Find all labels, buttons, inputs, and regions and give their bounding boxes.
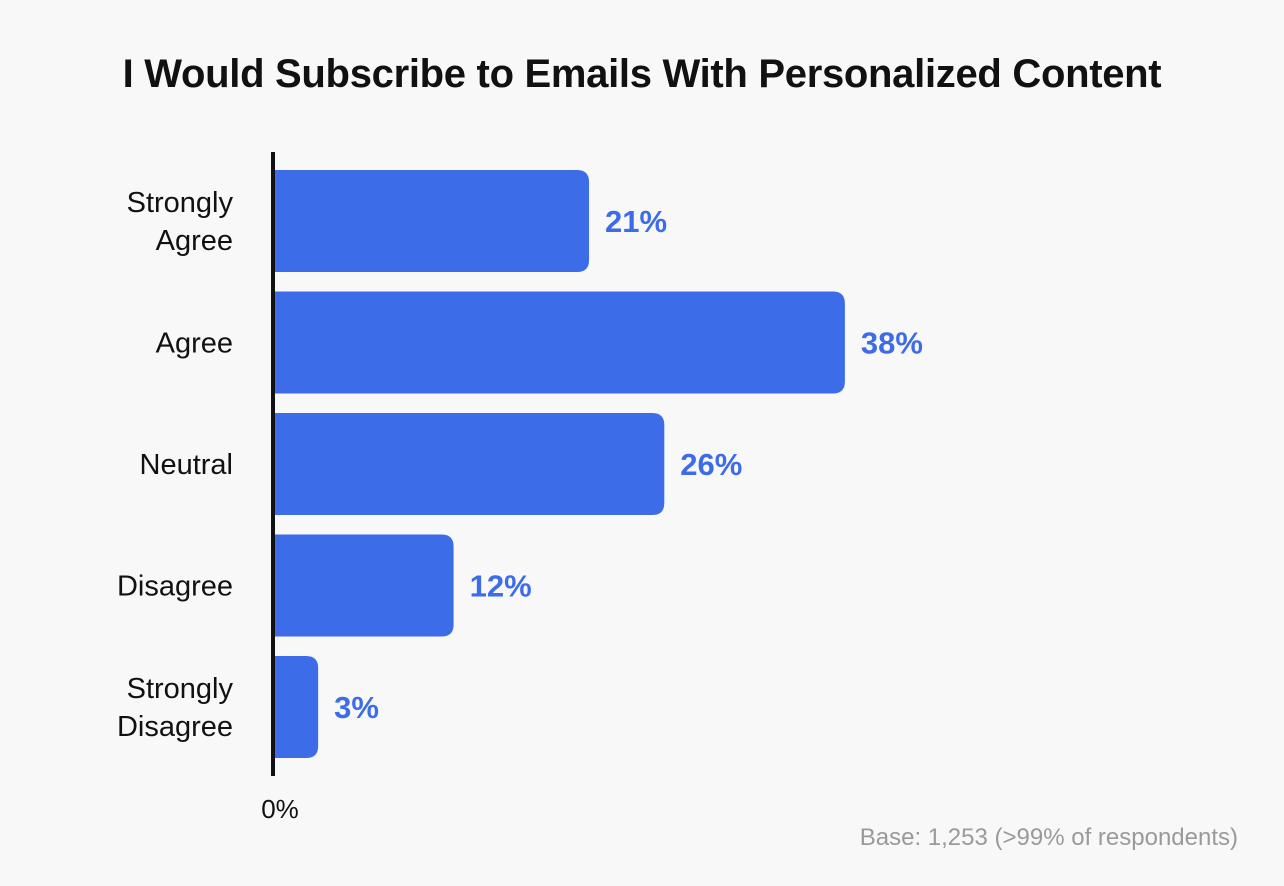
bar-value-label: 26% (680, 447, 742, 482)
bar-value-label: 12% (470, 569, 532, 604)
bar (273, 534, 454, 637)
bar-value-label: 38% (861, 326, 923, 361)
category-label-line: Disagree (117, 711, 233, 743)
category-label: Strongly Agree (127, 187, 234, 257)
category-label-line: Strongly (127, 673, 234, 705)
bar (273, 291, 845, 394)
category-label-line: Strongly (127, 187, 234, 219)
bar-value-label: 3% (334, 690, 379, 725)
bar (273, 656, 319, 758)
chart-title: I Would Subscribe to Emails With Persona… (122, 52, 1162, 96)
category-label: Agree (156, 328, 233, 360)
category-label: Neutral (140, 449, 234, 481)
x-tick-label: 0% (261, 794, 299, 824)
bars-group (273, 170, 845, 758)
base-footnote: Base: 1,253 (>99% of respondents) (859, 824, 1238, 851)
category-label: Strongly Disagree (117, 673, 234, 743)
bar (273, 170, 590, 272)
category-label-line: Agree (156, 225, 233, 257)
category-label: Disagree (117, 571, 233, 603)
category-labels-group: Strongly AgreeAgreeNeutralDisagreeStrongl… (117, 187, 234, 743)
value-labels-group: 21% 38% 26% 12% 3% (334, 204, 923, 725)
category-label-line: Neutral (140, 449, 234, 481)
category-label-line: Disagree (117, 571, 233, 603)
category-label-line: Agree (156, 328, 233, 360)
bar (273, 413, 665, 515)
bar-value-label: 21% (605, 204, 667, 239)
